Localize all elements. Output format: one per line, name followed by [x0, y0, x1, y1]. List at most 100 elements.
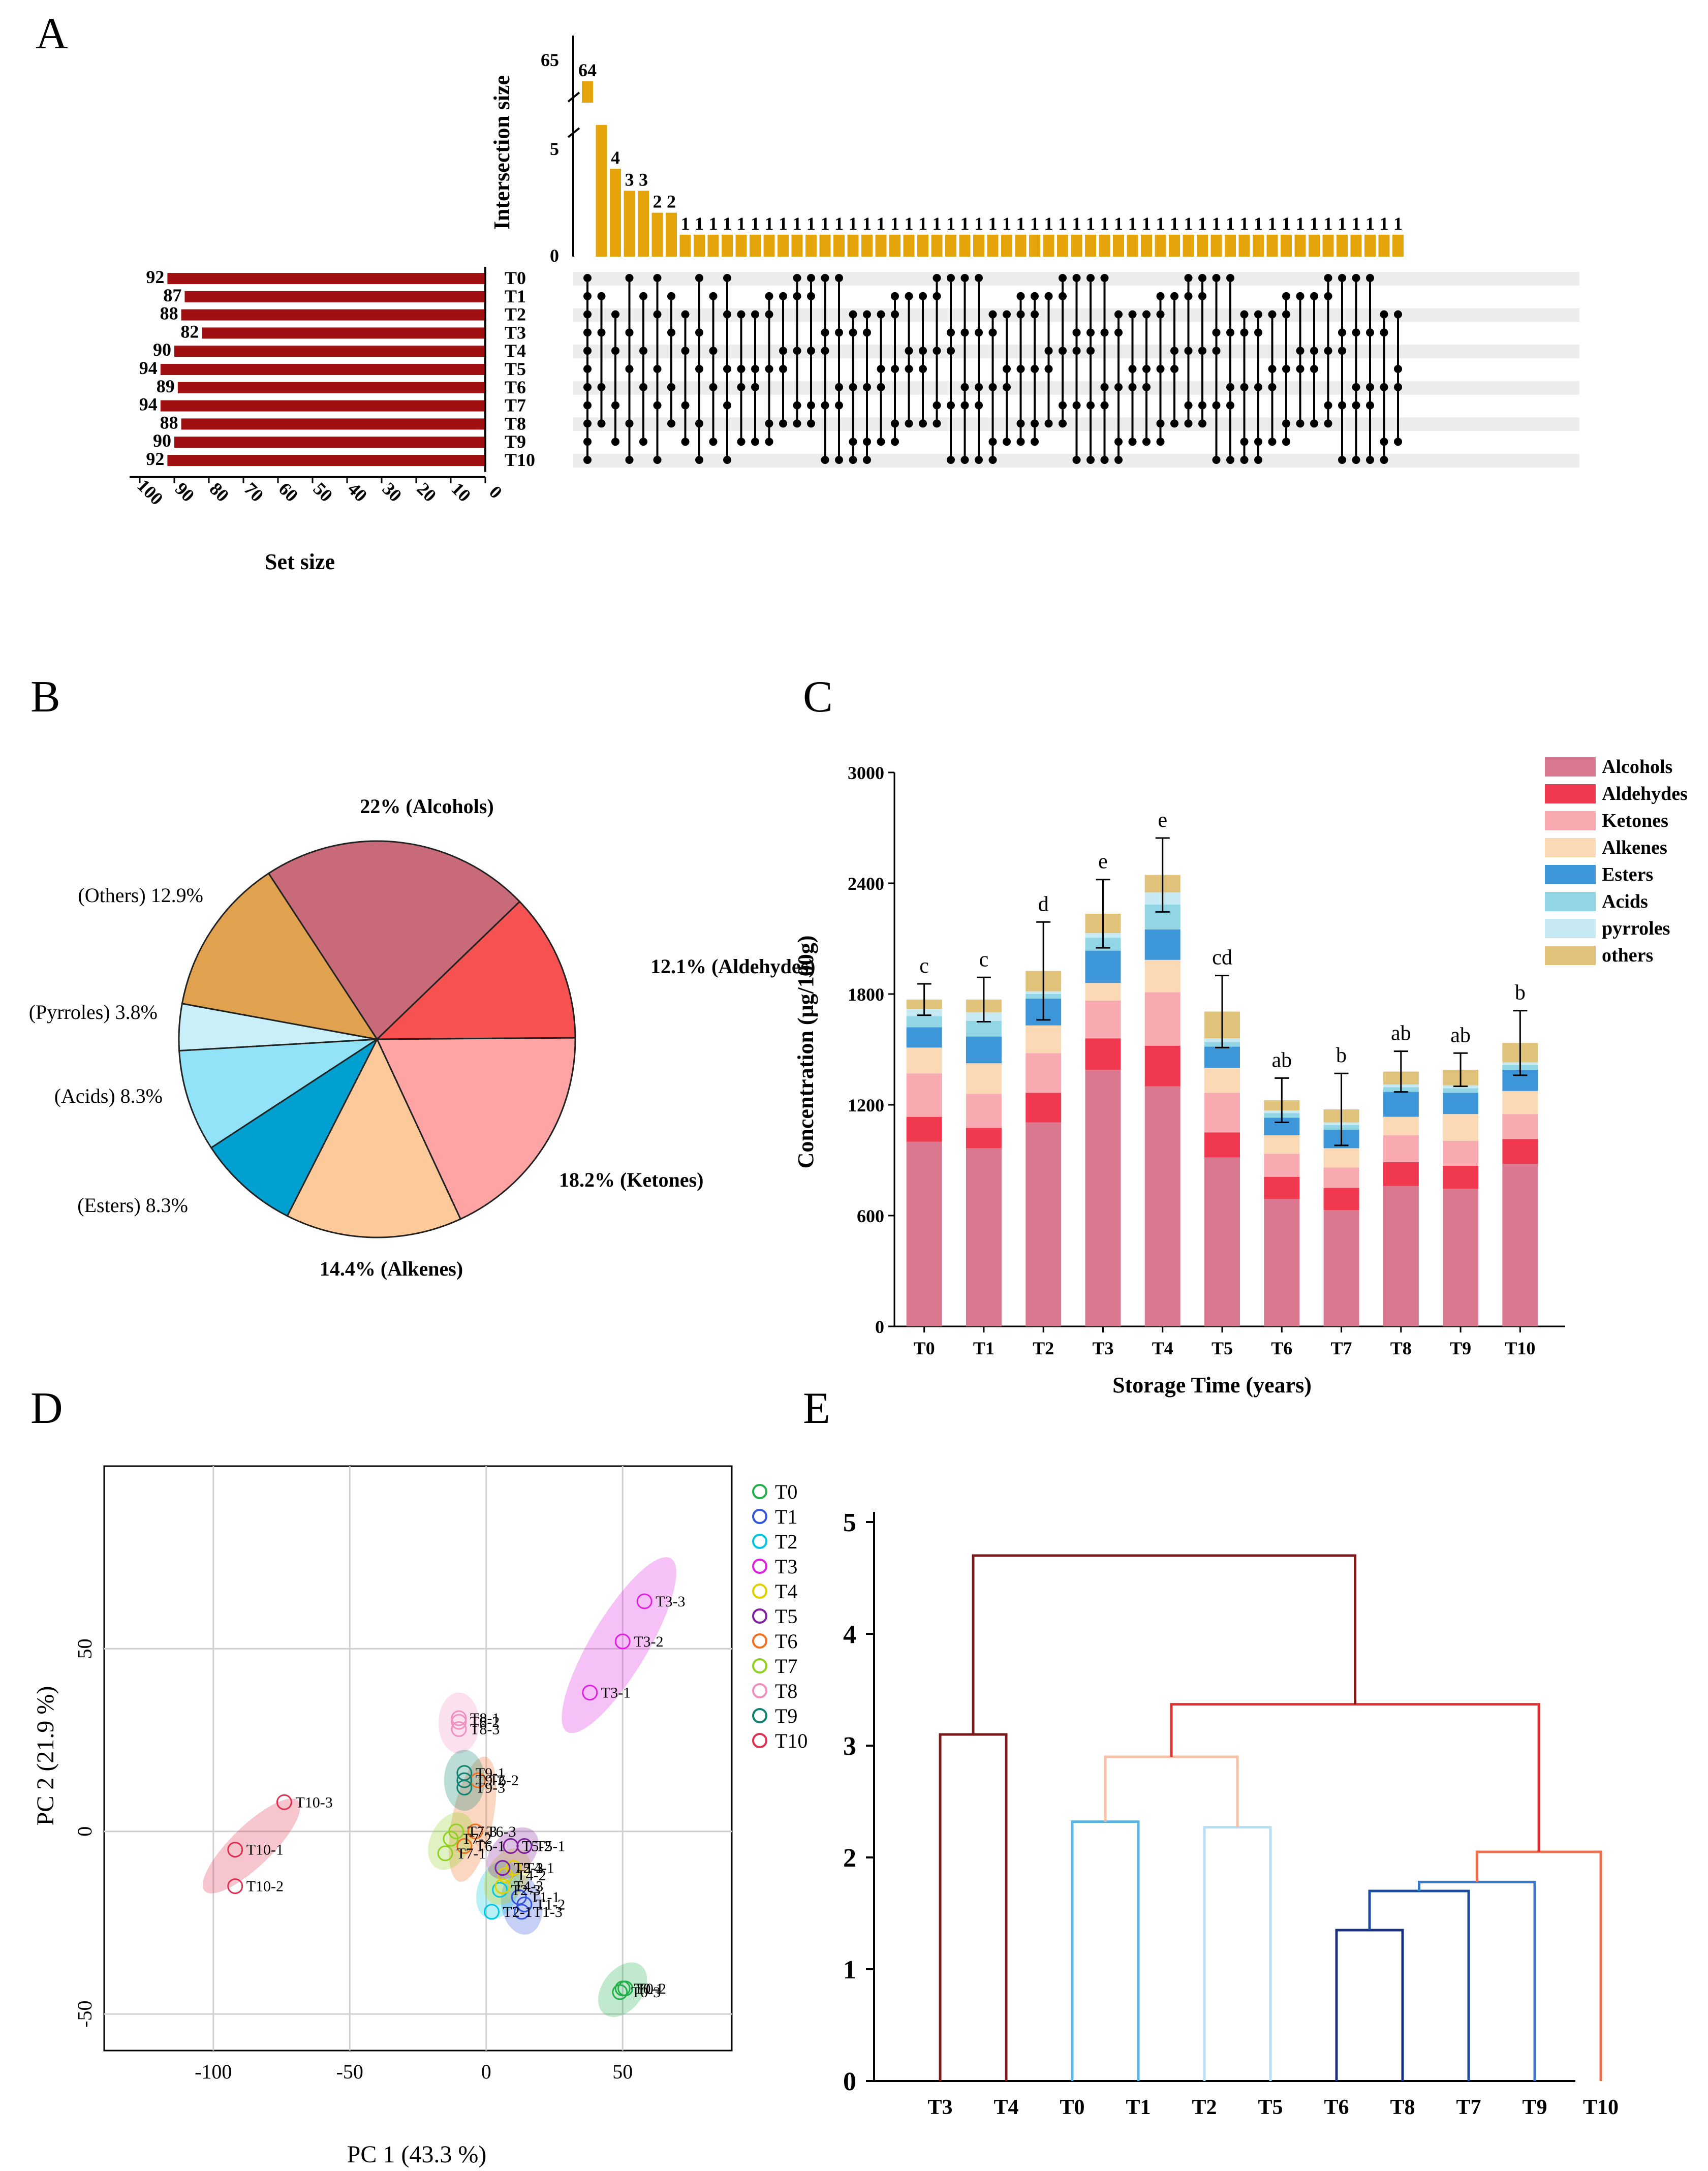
x-tick-label: T5: [1212, 1338, 1233, 1358]
matrix-dot: [1310, 365, 1318, 373]
matrix-dot: [737, 310, 746, 319]
y-tick-label: 5: [843, 1508, 856, 1537]
matrix-dot: [611, 438, 619, 446]
bar-segment-ketones: [1323, 1167, 1359, 1188]
intersection-bar: [750, 234, 761, 257]
intersection-value-label: 1: [1198, 213, 1207, 234]
matrix-dot: [1100, 274, 1109, 282]
matrix-dot: [1003, 310, 1011, 319]
bar-segment-aldehydes: [906, 1116, 942, 1142]
data-point: [456, 1838, 473, 1854]
x-tick-label: -50: [336, 2060, 363, 2083]
intersection-value-label: 1: [877, 213, 886, 234]
matrix-dot: [1338, 347, 1346, 355]
matrix-dot: [1184, 401, 1193, 410]
cluster-link: [1071, 1820, 1140, 2081]
y-tick-label: 1800: [848, 984, 884, 1005]
bar-segment-ketones: [1383, 1135, 1419, 1162]
matrix-dot: [1380, 456, 1388, 464]
legend-marker: [752, 1708, 767, 1723]
point-label: T4-3: [514, 1878, 543, 1895]
pie-chart: 22% (Alcohols) 12.1% (Aldehydes) 18.2% (Ke…: [29, 795, 816, 1280]
data-point: [227, 1878, 243, 1895]
bar-segment-ketones: [966, 1094, 1002, 1128]
cluster-link: [1203, 1826, 1272, 2081]
set-name-label: T9: [505, 431, 526, 452]
matrix-dot: [751, 310, 759, 319]
intersection-bar: [791, 234, 803, 257]
matrix-dot: [765, 292, 773, 300]
intersection-value-label: 3: [625, 169, 634, 190]
cluster-link: [972, 1554, 1357, 1734]
x-tick-label: T3: [1092, 1338, 1113, 1358]
intersection-bar: [596, 125, 607, 257]
matrix-dot: [960, 456, 969, 464]
matrix-dot: [1394, 438, 1402, 446]
bar-segment-aldehydes: [1323, 1188, 1359, 1211]
point-label: T6-1: [476, 1838, 505, 1855]
pie-slice-alcohols: [267, 840, 521, 1041]
legend-swatch: [1545, 757, 1596, 777]
axis-break-mark: [567, 127, 580, 138]
matrix-dot: [1352, 456, 1360, 464]
matrix-dot: [1156, 365, 1165, 373]
matrix-dot: [863, 310, 871, 319]
bar-segment-ketones: [1026, 1053, 1062, 1093]
matrix-dot: [919, 365, 927, 373]
point-label: T3-3: [656, 1593, 685, 1610]
intersection-value-label: 1: [1002, 213, 1011, 234]
legend-label: T9: [775, 1704, 797, 1727]
leaf-label: T6: [1324, 2096, 1349, 2119]
matrix-dot: [1016, 419, 1025, 428]
matrix-dot: [863, 456, 871, 464]
data-point: [494, 1860, 511, 1876]
intersection-value-label: 1: [1268, 213, 1277, 234]
matrix-dot: [807, 347, 815, 355]
matrix-dot: [583, 438, 592, 446]
bar-segment-aldehydes: [1383, 1162, 1419, 1186]
matrix-dot: [667, 419, 675, 428]
matrix-dot: [1324, 292, 1332, 300]
matrix-dot: [863, 383, 871, 391]
matrix-dot: [1352, 383, 1360, 391]
legend-swatch: [1545, 946, 1596, 965]
leaf-label: T4: [993, 2096, 1018, 2119]
matrix-dot: [947, 401, 955, 410]
panel-label-e: E: [803, 1384, 830, 1433]
matrix-dot: [1226, 456, 1234, 464]
x-tick-label: T6: [1271, 1338, 1292, 1358]
intersection-bar: [889, 234, 900, 257]
matrix-dot: [947, 328, 955, 337]
set-size-tick-label: 100: [133, 475, 167, 509]
intersection-bar: [1281, 234, 1292, 257]
group-ellipse-t10: [203, 1798, 300, 1894]
matrix-dot: [1016, 365, 1025, 373]
intersection-bar: [1266, 234, 1278, 257]
matrix-dot: [1240, 383, 1249, 391]
matrix-dot: [1059, 401, 1067, 410]
matrix-dot: [1324, 274, 1332, 282]
legend-swatch: [1545, 784, 1596, 803]
set-size-tick-label: 50: [309, 478, 337, 506]
matrix-dot: [933, 419, 941, 428]
matrix-dot: [1114, 383, 1123, 391]
matrix-dot: [1044, 419, 1053, 428]
matrix-dot: [597, 292, 606, 300]
bar-segment-alkenes: [1204, 1068, 1240, 1093]
matrix-dot: [1254, 383, 1262, 391]
matrix-dot: [835, 328, 843, 337]
pie-slice-label: (Acids) 8.3%: [54, 1084, 163, 1107]
set-size-bar: [181, 309, 486, 321]
point-label: T0-2: [637, 1980, 666, 1997]
intersection-bar: [1392, 234, 1404, 257]
intersection-value-label: 1: [681, 213, 690, 234]
matrix-dot: [919, 347, 927, 355]
intersection-bar: [1309, 234, 1320, 257]
intersection-bar: [1099, 234, 1110, 257]
matrix-dot: [835, 274, 843, 282]
matrix-dot: [681, 401, 690, 410]
matrix-dot: [1059, 292, 1067, 300]
matrix-dot: [639, 347, 647, 355]
set-size-tick-label: 10: [448, 478, 475, 506]
matrix-dot: [1016, 438, 1025, 446]
